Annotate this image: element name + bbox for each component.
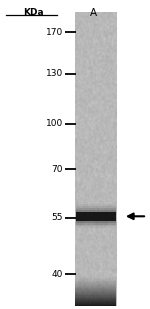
Text: A: A bbox=[90, 8, 97, 18]
Text: 170: 170 bbox=[46, 28, 63, 37]
Bar bbox=[75, 280, 116, 281]
Bar bbox=[75, 296, 116, 297]
Bar bbox=[75, 300, 116, 301]
Text: KDa: KDa bbox=[23, 8, 43, 17]
Text: 55: 55 bbox=[51, 213, 63, 222]
Bar bbox=[75, 291, 116, 292]
Bar bbox=[75, 279, 116, 280]
Bar bbox=[75, 293, 116, 294]
Text: 40: 40 bbox=[52, 270, 63, 279]
Bar bbox=[76, 208, 116, 225]
Bar bbox=[76, 212, 116, 221]
Bar bbox=[76, 206, 116, 226]
Bar bbox=[75, 298, 116, 299]
Bar bbox=[75, 284, 116, 285]
Bar bbox=[75, 281, 116, 282]
Text: 130: 130 bbox=[46, 69, 63, 78]
Bar bbox=[75, 302, 116, 303]
Bar bbox=[75, 282, 116, 283]
Text: 100: 100 bbox=[46, 119, 63, 128]
Bar bbox=[75, 285, 116, 286]
Bar bbox=[75, 299, 116, 300]
Bar bbox=[76, 204, 116, 228]
Bar bbox=[75, 277, 116, 278]
Bar bbox=[75, 283, 116, 284]
Bar bbox=[75, 290, 116, 291]
Bar bbox=[76, 212, 116, 221]
Bar bbox=[75, 297, 116, 298]
Bar bbox=[75, 286, 116, 287]
Bar bbox=[75, 278, 116, 279]
Bar bbox=[75, 292, 116, 293]
Bar bbox=[75, 294, 116, 295]
Text: 70: 70 bbox=[51, 164, 63, 174]
Bar bbox=[75, 288, 116, 289]
Bar bbox=[75, 303, 116, 304]
Bar bbox=[75, 295, 116, 296]
Bar bbox=[75, 305, 116, 306]
Bar bbox=[75, 301, 116, 302]
Bar bbox=[76, 210, 116, 223]
Bar bbox=[75, 12, 116, 306]
Bar bbox=[75, 304, 116, 305]
Bar bbox=[75, 289, 116, 290]
Bar bbox=[75, 287, 116, 288]
